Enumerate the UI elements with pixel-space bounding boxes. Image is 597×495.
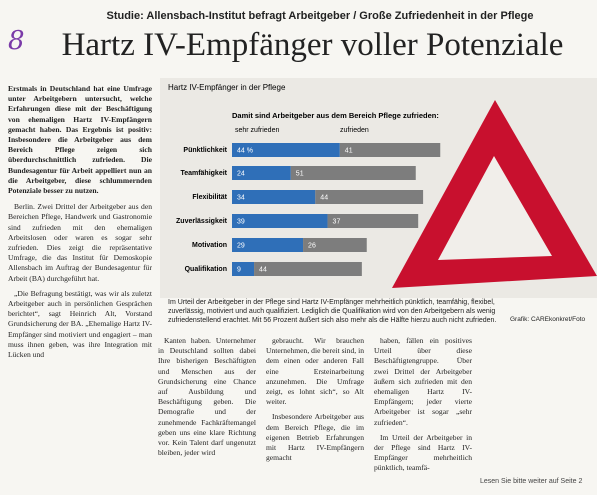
bar [232,262,255,276]
bar [315,190,424,204]
paragraph: Im Urteil der Arbeitgeber in der Pflege … [374,432,472,473]
bar [232,143,340,157]
bar [232,190,316,204]
value-label: 24 [237,170,245,177]
bar [232,214,328,228]
category-label: Qualifikation [185,266,227,273]
value-label: 41 [345,147,353,154]
value-label: 44 % [237,147,253,154]
value-label: 9 [237,266,241,273]
paragraph: Insbesondere Arbeitgeber aus dem Bereich… [266,412,364,463]
logo-inner [438,156,552,260]
paragraph: haben, fällen ein positives Urteil über … [374,336,472,427]
bar [339,143,441,157]
category-label: Teamfähigkeit [180,170,227,177]
lead: Erstmals in Deutschland hat eine Umfrage… [8,84,152,196]
column-body: Berlin. Zwei Drittel der Arbeitgeber aus… [8,202,152,360]
bar [232,166,291,180]
value-label: 29 [237,242,245,249]
value-label: 44 [320,194,328,201]
bar [254,262,362,276]
category-label: Flexibilität [192,194,227,201]
category-label: Motivation [192,242,227,249]
caption: Im Urteil der Arbeitgeber in der Pflege … [168,299,497,324]
margin-note: 8 [8,26,25,56]
credit: Grafik: CAREkonkret/Foto [510,316,586,323]
paragraph: „Die Befragung bestätigt, was wir als zu… [8,288,152,360]
bar [290,166,416,180]
category-label: Zuverlässigkeit [176,218,228,225]
headline: Hartz IV-Empfänger voller Potenziale [61,27,564,63]
paragraph: Kanten haben. Unternehmer in Deutschland… [158,336,256,458]
value-label: 39 [237,218,245,225]
paragraph: Berlin. Zwei Drittel der Arbeitgeber aus… [8,202,152,283]
legend-label: zufrieden [340,127,369,134]
value-label: 44 [259,266,267,273]
bar [303,238,367,252]
chart: Hartz IV-Empfänger in der Pflege Damit s… [160,78,597,298]
footer: Lesen Sie bitte weiter auf Seite 2 [480,478,583,485]
kicker: Studie: Allensbach-Institut befragt Arbe… [106,10,534,22]
value-label: 37 [333,218,341,225]
value-label: 26 [308,242,316,249]
chart-title: Hartz IV-Empfänger in der Pflege [168,83,286,92]
bar [232,238,304,252]
value-label: 51 [296,170,304,177]
column: Kanten haben. Unternehmer in Deutschland… [158,336,256,476]
chart-subtitle: Damit sind Arbeitgeber aus dem Bereich P… [232,111,439,120]
category-label: Pünktlichkeit [183,147,227,154]
bar [327,214,419,228]
column: gebraucht. Wir brauchen Unternehmen, die… [266,336,364,476]
value-label: 34 [237,194,245,201]
legend-label: sehr zufrieden [235,127,279,134]
left-column: Erstmals in Deutschland hat eine Umfrage… [8,84,152,480]
paragraph: gebraucht. Wir brauchen Unternehmen, die… [266,336,364,407]
column: haben, fällen ein positives Urteil über … [374,336,472,476]
